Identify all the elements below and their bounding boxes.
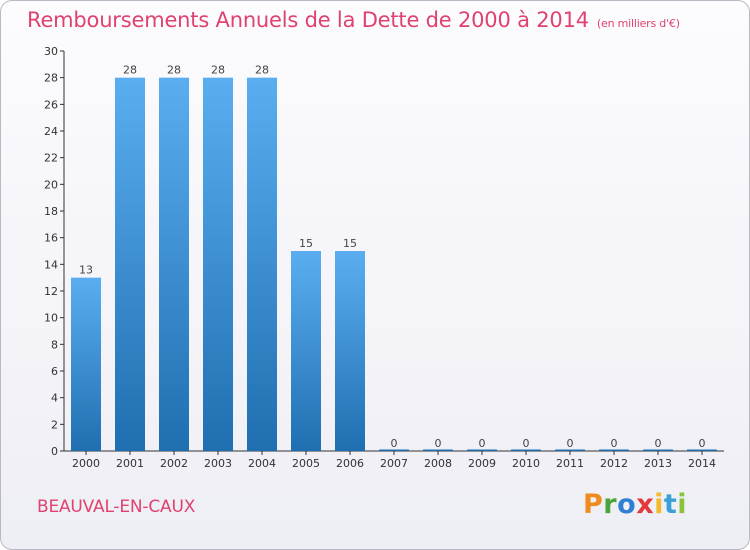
value-label-2013: 0 (655, 437, 662, 450)
value-label-2006: 15 (343, 237, 357, 250)
bar-2011 (555, 449, 585, 451)
value-label-2010: 0 (523, 437, 530, 450)
logo-letter: P (583, 489, 604, 520)
bar-2005 (291, 251, 321, 451)
value-label-2003: 28 (211, 64, 225, 77)
x-tick-label: 2005 (292, 457, 320, 470)
logo-letter: x (636, 489, 655, 520)
y-tick-label: 10 (44, 312, 58, 325)
logo-letter: r (603, 489, 618, 520)
x-tick-label: 2010 (512, 457, 540, 470)
bar-2000 (71, 277, 101, 451)
value-label-2005: 15 (299, 237, 313, 250)
x-tick-label: 2013 (644, 457, 672, 470)
y-tick-label: 0 (51, 445, 58, 458)
y-tick-label: 18 (44, 205, 58, 218)
bar-2002 (159, 77, 189, 452)
value-label-2008: 0 (435, 437, 442, 450)
y-tick-label: 24 (44, 125, 58, 138)
x-tick-label: 2008 (424, 457, 452, 470)
value-label-2012: 0 (611, 437, 618, 450)
y-tick-label: 14 (44, 258, 58, 271)
chart-unit: (en milliers d'€) (596, 17, 680, 30)
bar-2006 (335, 251, 365, 451)
logo-letter: o (617, 489, 637, 520)
y-tick-label: 6 (51, 365, 58, 378)
value-label-2002: 28 (167, 64, 181, 77)
y-tick-label: 16 (44, 232, 58, 245)
value-label-2007: 0 (391, 437, 398, 450)
y-tick-label: 2 (51, 418, 58, 431)
chart-title: Remboursements Annuels de la Dette de 20… (27, 8, 680, 32)
x-tick-label: 2014 (688, 457, 716, 470)
bar-2007 (379, 449, 409, 451)
bar-2013 (643, 449, 673, 451)
value-label-2004: 28 (255, 64, 269, 77)
proxiti-logo: Proxiti (583, 489, 687, 520)
x-tick-label: 2007 (380, 457, 408, 470)
bar-2003 (203, 77, 233, 452)
value-label-2014: 0 (699, 437, 706, 450)
y-tick-label: 12 (44, 285, 58, 298)
x-tick-label: 2012 (600, 457, 628, 470)
x-tick-label: 2011 (556, 457, 584, 470)
x-tick-label: 2003 (204, 457, 232, 470)
x-tick-label: 2000 (72, 457, 100, 470)
y-tick-label: 22 (44, 152, 58, 165)
logo-letter: i (677, 489, 688, 520)
bar-2001 (115, 77, 145, 452)
bar-2009 (467, 449, 497, 451)
bar-2004 (247, 77, 277, 452)
bar-2012 (599, 449, 629, 451)
logo-letter: i (654, 489, 664, 520)
bar-2008 (423, 449, 453, 451)
x-tick-label: 2009 (468, 457, 496, 470)
x-tick-label: 2004 (248, 457, 276, 470)
x-tick-label: 2002 (160, 457, 188, 470)
logo-letter: t (663, 489, 678, 520)
x-tick-label: 2001 (116, 457, 144, 470)
value-label-2009: 0 (479, 437, 486, 450)
value-label-2000: 13 (79, 264, 93, 277)
bar-2010 (511, 449, 541, 451)
y-tick-label: 8 (51, 338, 58, 351)
y-tick-label: 26 (44, 98, 58, 111)
y-tick-label: 28 (44, 72, 58, 85)
y-tick-label: 4 (51, 392, 58, 405)
y-tick-label: 20 (44, 178, 58, 191)
bar-2014 (687, 449, 717, 451)
value-label-2001: 28 (123, 64, 137, 77)
commune-name: BEAUVAL-EN-CAUX (37, 497, 196, 517)
y-tick-label: 30 (44, 45, 58, 58)
value-label-2011: 0 (567, 437, 574, 450)
x-tick-label: 2006 (336, 457, 364, 470)
chart-title-text: Remboursements Annuels de la Dette de 20… (27, 8, 589, 32)
